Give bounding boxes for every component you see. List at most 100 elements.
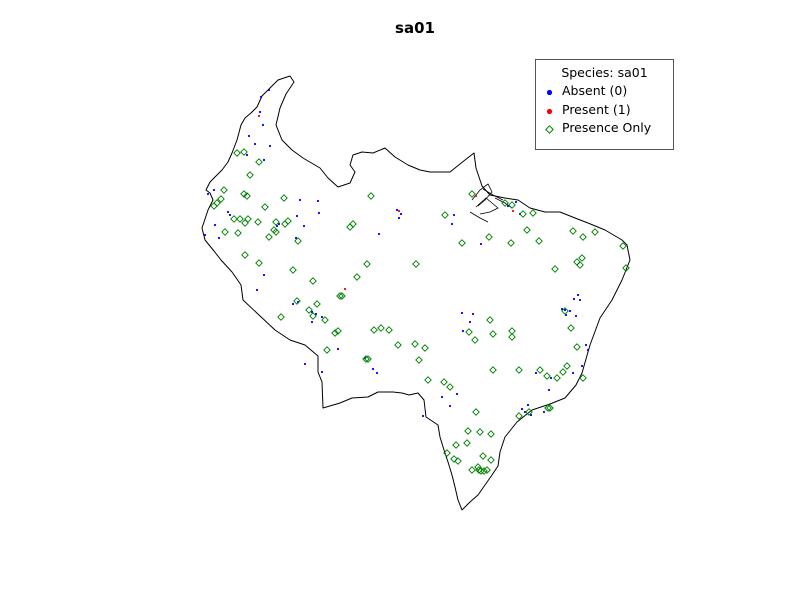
blue-dot-icon [546, 89, 553, 96]
absent-point [584, 343, 588, 347]
presence-only-point [464, 427, 472, 435]
presence-only-point [544, 404, 552, 412]
presence-only-point [277, 313, 285, 321]
presence-only-point [331, 329, 339, 337]
absent-point [578, 298, 582, 302]
presence-only-point [338, 292, 346, 300]
presence-only-point [551, 265, 559, 273]
absent-point [586, 348, 590, 352]
absent-point [452, 213, 456, 217]
presence-only-point [523, 226, 531, 234]
presence-only-point [272, 228, 280, 236]
presence-only-point [579, 374, 587, 382]
absent-point [255, 288, 259, 292]
presence-only-point [463, 439, 471, 447]
absent-point [461, 329, 465, 333]
absent-point [572, 297, 576, 301]
absent-point [479, 242, 483, 246]
present-points-layer [257, 114, 515, 291]
absent-point [529, 413, 533, 417]
presence-only-point [487, 430, 495, 438]
legend-item-present: Present (1) [536, 102, 673, 121]
presence-only-point [576, 261, 584, 269]
presence-only-point [394, 341, 402, 349]
presence-only-point [515, 412, 523, 420]
presence-only-point [210, 202, 218, 210]
presence-only-point [370, 326, 378, 334]
absent-point [310, 310, 314, 314]
presence-only-point [508, 201, 516, 209]
presence-only-point [217, 195, 225, 203]
absent-point [302, 224, 306, 228]
presence-only-point [415, 356, 423, 364]
presence-only-point [472, 408, 480, 416]
presence-only-point [234, 229, 242, 237]
presence-only-point [309, 312, 317, 320]
absent-point [377, 232, 381, 236]
presence-only-point [346, 223, 354, 231]
absent-point [317, 211, 321, 215]
legend: Species: sa01 Absent (0) Present (1) Pre… [535, 59, 674, 150]
absent-point [421, 414, 425, 418]
plot-title: sa01 [395, 19, 435, 37]
presence-only-point [321, 316, 329, 324]
presence-only-point [479, 452, 487, 460]
presence-only-point [233, 149, 241, 157]
presence-only-point [280, 194, 288, 202]
present-point [343, 287, 347, 291]
presence-only-point [281, 220, 289, 228]
presence-only-point [543, 372, 551, 380]
presence-only-point [519, 210, 527, 218]
present-point [257, 114, 261, 118]
absent-point [310, 320, 314, 324]
presence-only-point [440, 378, 448, 386]
presence-only-point [458, 239, 466, 247]
presence-only-point [230, 215, 238, 223]
absent-point [471, 312, 475, 316]
legend-item-absent: Absent (0) [536, 83, 673, 102]
legend-label: Presence Only [562, 120, 652, 135]
green-diamond-icon [545, 125, 554, 134]
absent-point [291, 302, 295, 306]
absent-point [213, 223, 217, 227]
presence-only-point [471, 336, 479, 344]
absent-point [314, 312, 318, 316]
absent-point [468, 320, 472, 324]
absent-point [212, 188, 216, 192]
presence-only-point [535, 237, 543, 245]
absent-point [455, 392, 459, 396]
absent-point [262, 273, 266, 277]
absent-point [320, 315, 324, 319]
absent-point [523, 410, 527, 414]
presence-only-point [289, 266, 297, 274]
absent-point [203, 233, 207, 237]
absent-point [245, 153, 249, 157]
red-dot-icon [546, 108, 553, 114]
presence-only-point [446, 383, 454, 391]
present-point [511, 209, 515, 213]
present-point [397, 209, 401, 213]
absent-point [371, 367, 375, 371]
absent-point [563, 308, 567, 312]
presence-only-point [243, 192, 251, 200]
presence-only-point [424, 376, 432, 384]
absent-point [560, 307, 564, 311]
presence-only-point [385, 326, 393, 334]
presence-only-point [265, 233, 273, 241]
presence-only-point [450, 455, 458, 463]
presence-only-point [443, 449, 451, 457]
absent-point [564, 313, 568, 317]
absent-point [576, 293, 580, 297]
presence-only-point [294, 237, 302, 245]
presence-only-point [313, 300, 321, 308]
presence-only-point [508, 333, 516, 341]
absent-point [206, 192, 210, 196]
presence-only-point [529, 209, 537, 217]
presence-only-point [487, 456, 495, 464]
presence-only-point [515, 366, 523, 374]
absent-point [268, 144, 272, 148]
absent-point [295, 214, 299, 218]
absent-point [316, 199, 320, 203]
absent-point [568, 309, 572, 313]
absent-point [534, 371, 538, 375]
